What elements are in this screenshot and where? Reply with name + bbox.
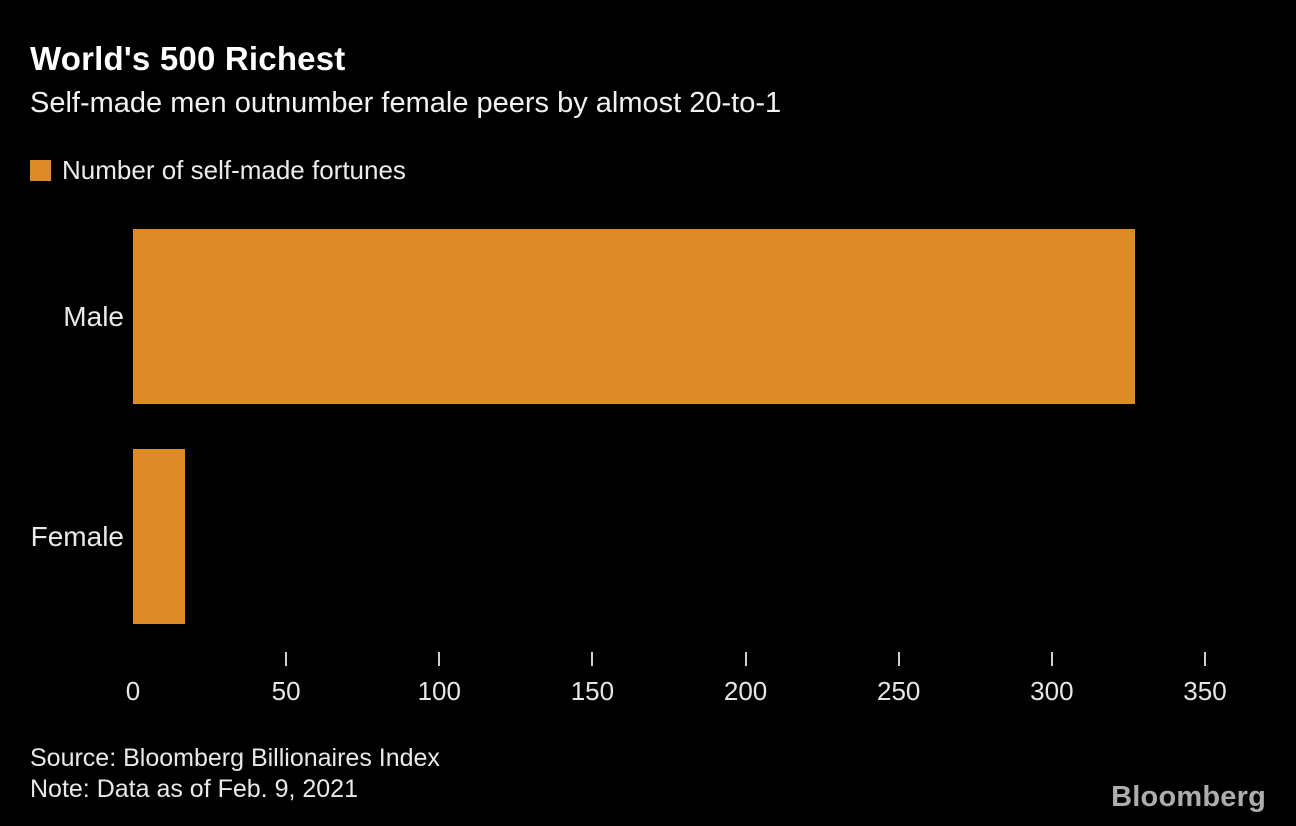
legend-label: Number of self-made fortunes (62, 155, 406, 185)
axis-tick-label: 0 (125, 676, 141, 706)
axis-tick-label: 350 (1183, 676, 1227, 706)
axis-tick-label: 50 (271, 676, 301, 706)
x-axis: 0 50 100 150 200 250 300 350 (126, 650, 1227, 712)
footer: Source: Bloomberg Billionaires Index Not… (30, 743, 440, 805)
axis-tick-label: 100 (417, 676, 461, 706)
axis-tick-label: 300 (1030, 676, 1074, 706)
category-label: Female (30, 520, 124, 552)
bar-row: Male (63, 229, 1205, 404)
axis-tick-label: 250 (877, 676, 921, 706)
legend: Number of self-made fortunes (30, 155, 406, 186)
axis-tick-label: 200 (723, 676, 768, 706)
note-text: Note: Data as of Feb. 9, 2021 (30, 775, 358, 803)
chart-subtitle: Self-made men outnumber female peers by … (30, 87, 782, 119)
chart-title: World's 500 Richest (30, 40, 346, 77)
bar-row: Female (31, 449, 1205, 624)
axis-tick-mark (285, 652, 288, 666)
bar-male (133, 229, 1135, 404)
axis-tick-mark (591, 652, 594, 666)
bar-female (133, 449, 186, 624)
plot-area: Male Female (31, 229, 1205, 624)
axis-tick-mark (744, 652, 747, 666)
axis-tick-label: 150 (570, 676, 615, 706)
category-label: Male (63, 300, 124, 332)
axis-tick-mark (1050, 652, 1053, 666)
legend-swatch-icon (30, 160, 51, 181)
bloomberg-logo: Bloomberg (1111, 781, 1266, 813)
axis-tick-mark (1204, 652, 1206, 666)
axis-tick-mark (897, 652, 900, 666)
axis-tick-mark (438, 652, 441, 666)
source-text: Source: Bloomberg Billionaires Index (30, 744, 440, 772)
